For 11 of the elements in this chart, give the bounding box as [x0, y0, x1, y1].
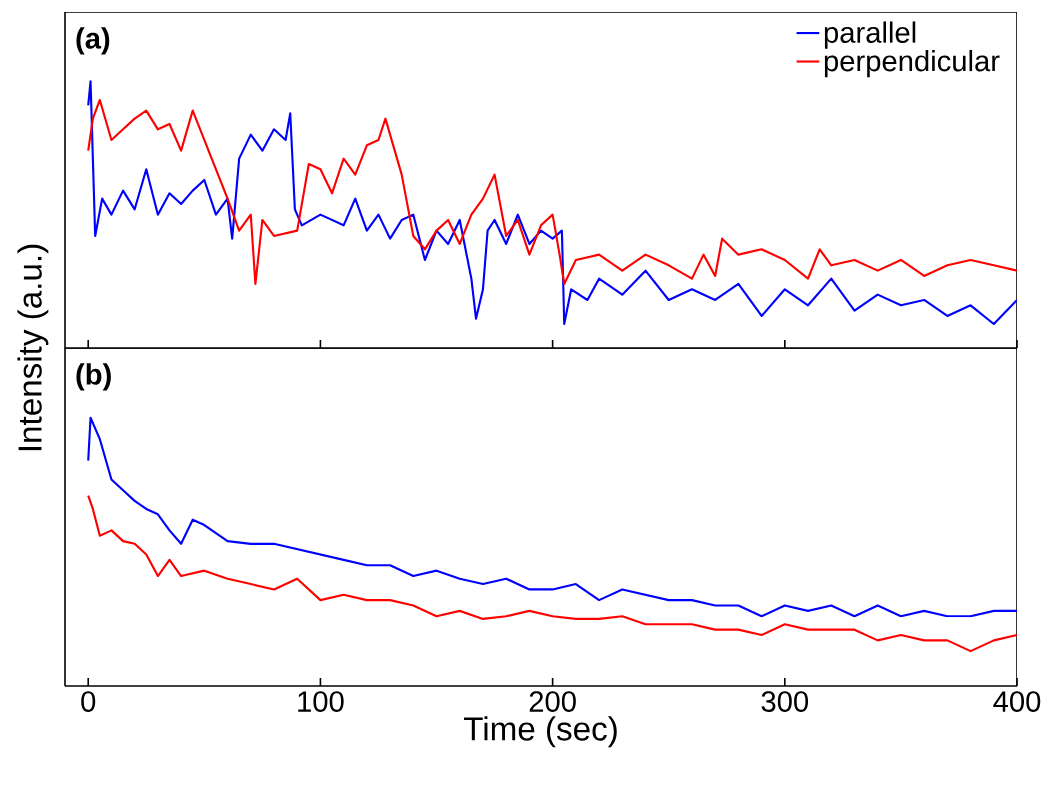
x-tick-label: 200 — [529, 691, 576, 712]
x-tick-label: 300 — [761, 691, 809, 712]
chart-title: (b) — [76, 363, 111, 391]
x-tick-label: 0 — [81, 691, 96, 712]
legend-label: perpendicular — [824, 49, 1000, 78]
x-axis-title: Time (sec) — [463, 716, 617, 748]
x-tick-label: 100 — [298, 691, 344, 712]
chart-title: (a) — [76, 27, 110, 55]
legend-label: parallel — [824, 21, 916, 49]
x-tick-label: 400 — [993, 691, 1041, 712]
y-axis-title: Intensity (a.u.) — [17, 244, 49, 450]
